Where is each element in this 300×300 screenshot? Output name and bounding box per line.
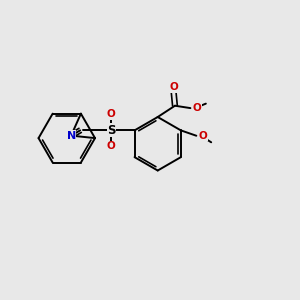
Text: O: O (193, 103, 201, 113)
Text: N: N (67, 130, 76, 141)
Text: O: O (107, 109, 116, 119)
Text: O: O (198, 131, 207, 141)
Text: S: S (67, 130, 75, 141)
Text: O: O (169, 82, 178, 92)
Text: O: O (107, 141, 116, 152)
Text: S: S (107, 124, 116, 137)
